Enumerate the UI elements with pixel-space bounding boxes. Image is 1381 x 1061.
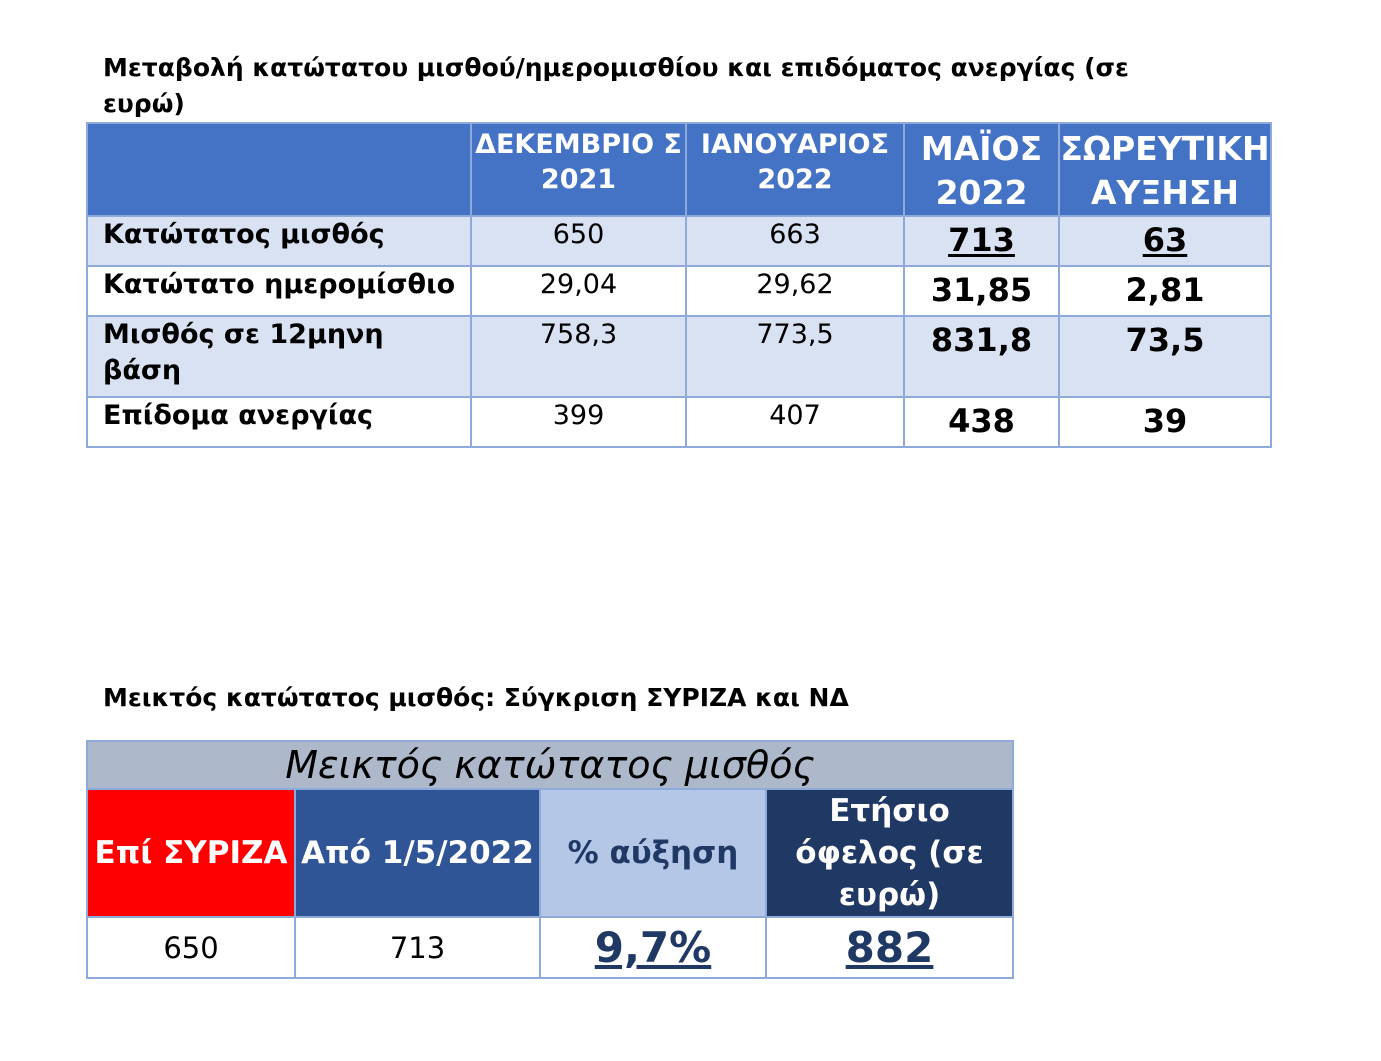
table2-header: Μεικτός κατώτατος μισθός — [85, 740, 1015, 790]
table-row: Κατώτατο ημερομίσθιο 29,04 29,62 31,85 2… — [86, 265, 1272, 317]
gross-minimum-wage-comparison-table: Μεικτός κατώτατος μισθός Επί ΣΥΡΙΖΑ Από … — [85, 740, 1015, 979]
column-annual-benefit: Ετήσιο όφελος (σε ευρώ) — [764, 788, 1015, 918]
row-label: Κατώτατος μισθός — [86, 215, 472, 267]
cell-dec2021: 758,3 — [470, 315, 687, 398]
cell-jan2022: 663 — [685, 215, 905, 267]
table1-title: Μεταβολή κατώτατου μισθού/ημερομισθίου κ… — [103, 53, 1129, 118]
value-annual-benefit: 882 — [845, 923, 934, 972]
value-increase: 9,7% — [594, 923, 712, 972]
value-syriza: 650 — [86, 916, 296, 979]
table1-header-dec2021: ΔΕΚΕΜΒΡΙΟ Σ 2021 — [470, 122, 687, 217]
table-row: Επίδομα ανεργίας 399 407 438 39 — [86, 396, 1272, 448]
cell-jan2022: 407 — [685, 396, 905, 448]
cell-cumulative-value: 63 — [1142, 221, 1188, 259]
column-syriza: Επί ΣΥΡΙΖΑ — [86, 788, 296, 918]
cell-dec2021: 650 — [470, 215, 687, 267]
cell-cumulative: 39 — [1058, 396, 1272, 448]
table1-header-jan2022: ΙΑΝΟΥΑΡΙΟΣ 2022 — [685, 122, 905, 217]
cell-may2022: 31,85 — [903, 265, 1060, 317]
table2-header-row: Μεικτός κατώτατος μισθός — [85, 740, 1015, 790]
value-increase-cell: 9,7% — [539, 916, 767, 979]
value-annual-benefit-cell: 882 — [764, 916, 1015, 979]
value-from-date: 713 — [294, 916, 541, 979]
table-row: Μισθός σε 12μηνη βάση 758,3 773,5 831,8 … — [86, 315, 1272, 398]
minimum-wage-changes-table: ΔΕΚΕΜΒΡΙΟ Σ 2021 ΙΑΝΟΥΑΡΙΟΣ 2022 ΜΑΪΟΣ 2… — [86, 122, 1272, 448]
table1-header-may2022: ΜΑΪΟΣ 2022 — [903, 122, 1060, 217]
cell-jan2022: 773,5 — [685, 315, 905, 398]
cell-cumulative: 63 — [1058, 215, 1272, 267]
table-row: 650 713 9,7% 882 — [86, 916, 1015, 979]
cell-dec2021: 399 — [470, 396, 687, 448]
cell-may2022: 831,8 — [903, 315, 1060, 398]
table2-title: Μεικτός κατώτατος μισθός: Σύγκριση ΣΥΡΙΖ… — [103, 683, 849, 712]
cell-dec2021: 29,04 — [470, 265, 687, 317]
cell-cumulative: 73,5 — [1058, 315, 1272, 398]
cell-may2022: 438 — [903, 396, 1060, 448]
table-row: Κατώτατος μισθός 650 663 713 63 — [86, 215, 1272, 267]
cell-jan2022: 29,62 — [685, 265, 905, 317]
column-from-date: Από 1/5/2022 — [294, 788, 541, 918]
cell-may2022-value: 713 — [948, 221, 1015, 259]
table1-header-row: ΔΕΚΕΜΒΡΙΟ Σ 2021 ΙΑΝΟΥΑΡΙΟΣ 2022 ΜΑΪΟΣ 2… — [86, 122, 1272, 217]
row-label: Επίδομα ανεργίας — [86, 396, 472, 448]
cell-may2022: 713 — [903, 215, 1060, 267]
table1-header-cumulative: ΣΩΡΕΥΤΙΚΗ ΑΥΞΗΣΗ — [1058, 122, 1272, 217]
column-increase: % αύξηση — [539, 788, 767, 918]
table1-header-empty — [86, 122, 472, 217]
row-label: Κατώτατο ημερομίσθιο — [86, 265, 472, 317]
cell-cumulative: 2,81 — [1058, 265, 1272, 317]
table2-columns-row: Επί ΣΥΡΙΖΑ Από 1/5/2022 % αύξηση Ετήσιο … — [86, 788, 1015, 918]
row-label: Μισθός σε 12μηνη βάση — [86, 315, 472, 398]
